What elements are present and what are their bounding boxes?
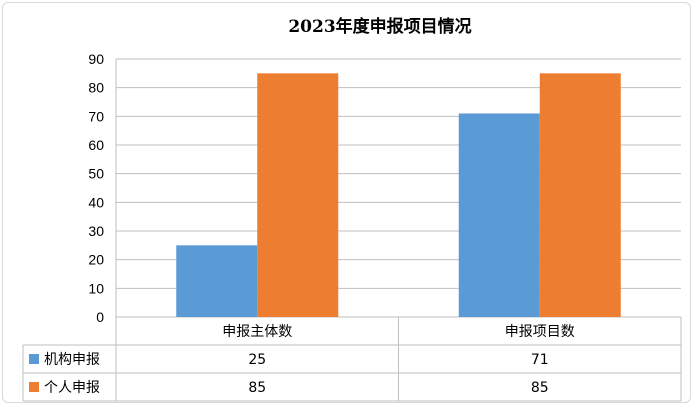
y-tick-label: 60 — [88, 137, 104, 153]
y-tick-label: 0 — [96, 309, 104, 325]
legend-swatch — [29, 382, 39, 392]
data-label: 71 — [531, 352, 549, 368]
bar-1-2 — [458, 113, 540, 317]
y-tick-labels: 0 10 20 30 40 50 60 70 80 90 — [88, 51, 104, 325]
y-tick-label: 30 — [88, 223, 104, 239]
y-tick-label: 70 — [88, 108, 104, 124]
bar-2-1 — [257, 73, 339, 317]
data-label: 25 — [248, 352, 266, 368]
category-label: 申报项目数 — [505, 324, 575, 340]
y-tick-label: 40 — [88, 194, 104, 210]
data-label: 85 — [248, 380, 266, 396]
y-tick-label: 90 — [88, 51, 104, 67]
y-tick-label: 80 — [88, 80, 104, 96]
category-label: 申报主体数 — [222, 324, 292, 340]
legend-entry: 机构申报 — [44, 352, 100, 368]
y-tick-label: 50 — [88, 166, 104, 182]
y-tick-label: 10 — [88, 280, 104, 296]
legend-swatch — [29, 354, 39, 364]
legend-entry: 个人申报 — [44, 380, 100, 396]
bar-1-1 — [176, 245, 258, 317]
y-tick-label: 20 — [88, 252, 104, 268]
bar-2-2 — [539, 73, 621, 317]
data-label: 85 — [531, 380, 549, 396]
chart-title: 2023年度申报项目情况 — [288, 16, 471, 37]
bars — [176, 73, 621, 317]
